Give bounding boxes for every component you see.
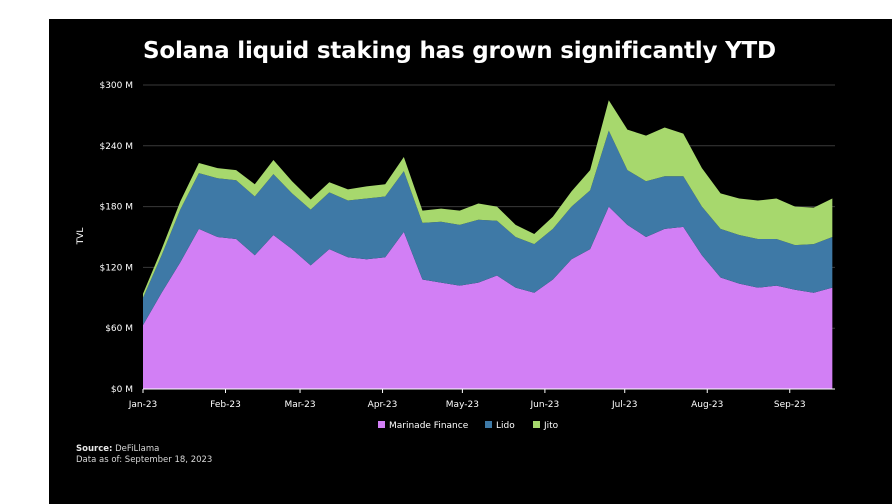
chart-title: Solana liquid staking has grown signific… <box>143 38 776 64</box>
as-of-value: September 18, 2023 <box>124 455 213 465</box>
x-tick-label-7: Aug-23 <box>691 400 723 410</box>
source-label: Source: <box>76 444 113 454</box>
x-tick-label-0: Jan-23 <box>128 400 158 410</box>
y-tick-label-0: $0 M <box>111 385 133 395</box>
footer-note: Source: DeFiLlama Data as of: September … <box>76 444 212 466</box>
y-tick-label-1: $60 M <box>105 324 133 334</box>
y-tick-label-2: $120 M <box>99 263 133 273</box>
area-marinade-finance <box>143 206 833 389</box>
source-value: DeFiLlama <box>115 444 160 454</box>
legend-swatch-jito <box>533 421 540 428</box>
legend-swatch-marinade-finance <box>378 421 385 428</box>
as-of-line: Data as of: September 18, 2023 <box>76 455 212 466</box>
x-tick-label-6: Jul-23 <box>611 400 638 410</box>
area-jito <box>143 100 833 298</box>
y-tick-label-3: $180 M <box>99 203 133 213</box>
legend-label-lido: Lido <box>496 421 515 431</box>
x-tick-label-2: Mar-23 <box>284 400 315 410</box>
as-of-label: Data as of: <box>76 455 123 465</box>
y-tick-label-4: $240 M <box>99 142 133 152</box>
plot-area <box>143 100 833 389</box>
x-tick-label-8: Sep-23 <box>774 400 806 410</box>
legend-label-jito: Jito <box>543 421 559 431</box>
axes: $0 M $60 M $120 M $180 M $240 M $300 M Jan-23 F… <box>99 81 835 410</box>
legend-swatch-lido <box>485 421 492 428</box>
x-tick-label-5: Jun-23 <box>530 400 560 410</box>
area-lido <box>143 130 833 326</box>
legend-label-marinade-finance: Marinade Finance <box>389 421 469 431</box>
x-tick-label-4: May-23 <box>446 400 479 410</box>
y-axis-label: TVL <box>76 228 86 246</box>
y-tick-label-5: $300 M <box>99 81 133 91</box>
source-line: Source: DeFiLlama <box>76 444 212 455</box>
x-tick-label-3: Apr-23 <box>368 400 398 410</box>
legend: Marinade Finance Lido Jito <box>378 421 559 431</box>
x-tick-label-1: Feb-23 <box>210 400 241 410</box>
